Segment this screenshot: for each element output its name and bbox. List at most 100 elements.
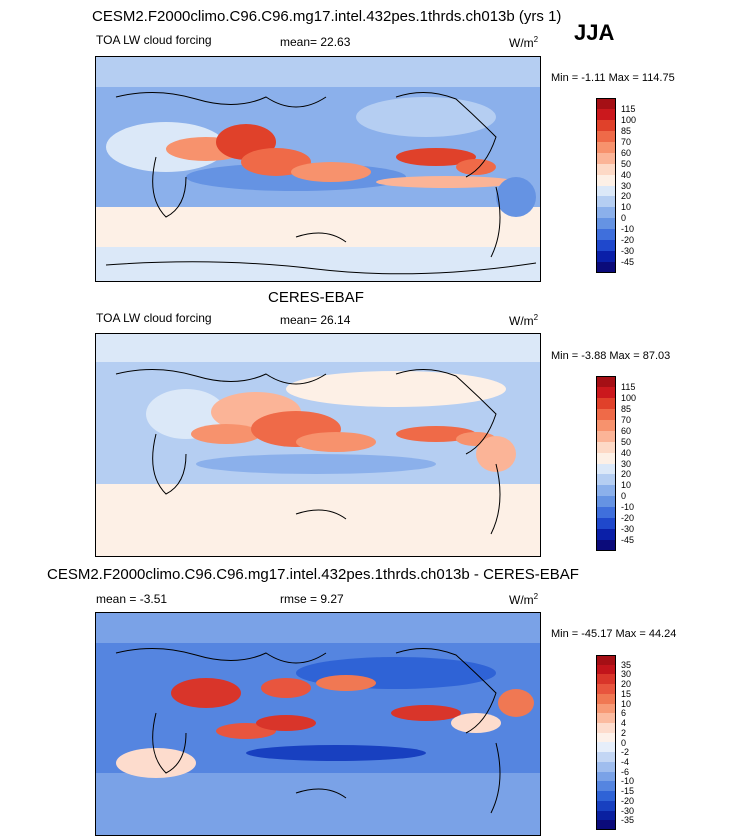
- colorbar-segment: [596, 387, 616, 398]
- panel3-minmax: Min = -45.17 Max = 44.24: [551, 628, 676, 640]
- colorbar-tick-label: 10: [621, 202, 631, 212]
- panel2-units-exp: 2: [534, 313, 538, 322]
- colorbar-tick-label: 40: [621, 448, 631, 458]
- colorbar-tick-label: -45: [621, 535, 634, 545]
- panel3-units-exp: 2: [534, 592, 538, 601]
- panel3-rmse-value: 9.27: [320, 592, 343, 606]
- colorbar-segment: [596, 684, 616, 694]
- panel2-title: CERES-EBAF: [268, 289, 364, 306]
- colorbar-segment: [596, 131, 616, 142]
- colorbar-tick-label: 30: [621, 669, 631, 679]
- colorbar-tick-label: -30: [621, 246, 634, 256]
- colorbar-segment: [596, 420, 616, 431]
- colorbar-tick-label: 60: [621, 148, 631, 158]
- panel2-mean-value: 26.14: [320, 313, 350, 327]
- colorbar-segment: [596, 142, 616, 153]
- colorbar-segment: [596, 723, 616, 733]
- colorbar-segment: [596, 781, 616, 791]
- panel1-mean-label: mean=: [280, 35, 317, 49]
- colorbar-tick-label: 20: [621, 469, 631, 479]
- panel2-colorbar: [596, 376, 616, 551]
- colorbar-segment: [596, 694, 616, 704]
- colorbar-segment: [596, 464, 616, 475]
- colorbar-segment: [596, 186, 616, 197]
- colorbar-segment: [596, 704, 616, 714]
- colorbar-segment: [596, 801, 616, 811]
- colorbar-tick-label: 30: [621, 181, 631, 191]
- colorbar-tick-label: 20: [621, 679, 631, 689]
- panel2-units-base: W/m: [509, 314, 534, 328]
- colorbar-segment: [596, 262, 616, 273]
- colorbar-segment: [596, 742, 616, 752]
- colorbar-segment: [596, 518, 616, 529]
- colorbar-segment: [596, 529, 616, 540]
- colorbar-segment: [596, 540, 616, 551]
- colorbar-tick-label: 10: [621, 699, 631, 709]
- panel2-minmax: Min = -3.88 Max = 87.03: [551, 350, 670, 362]
- panel3-units: W/m2: [509, 592, 538, 607]
- colorbar-tick-label: -15: [621, 786, 634, 796]
- colorbar-tick-label: 50: [621, 159, 631, 169]
- panel3-title: CESM2.F2000climo.C96.C96.mg17.intel.432p…: [47, 566, 579, 583]
- colorbar-tick-label: 70: [621, 415, 631, 425]
- colorbar-segment: [596, 376, 616, 387]
- panel1-mean-value: 22.63: [320, 35, 350, 49]
- colorbar-tick-label: 85: [621, 126, 631, 136]
- panel2-variable: TOA LW cloud forcing: [96, 311, 212, 325]
- colorbar-tick-label: -10: [621, 776, 634, 786]
- colorbar-segment: [596, 496, 616, 507]
- colorbar-tick-label: 85: [621, 404, 631, 414]
- colorbar-tick-label: -20: [621, 513, 634, 523]
- colorbar-segment: [596, 229, 616, 240]
- panel3-map-svg: [96, 613, 540, 835]
- colorbar-tick-label: -2: [621, 747, 629, 757]
- panel1-colorbar: [596, 98, 616, 273]
- colorbar-tick-label: -20: [621, 235, 634, 245]
- colorbar-tick-label: -10: [621, 502, 634, 512]
- colorbar-segment: [596, 218, 616, 229]
- colorbar-tick-label: 0: [621, 491, 626, 501]
- colorbar-segment: [596, 175, 616, 186]
- colorbar-tick-label: 70: [621, 137, 631, 147]
- panel1-minmax: Min = -1.11 Max = 114.75: [551, 72, 675, 84]
- colorbar-segment: [596, 120, 616, 131]
- colorbar-segment: [596, 474, 616, 485]
- colorbar-tick-label: -4: [621, 757, 629, 767]
- colorbar-tick-label: 6: [621, 708, 626, 718]
- colorbar-segment: [596, 752, 616, 762]
- colorbar-tick-label: -6: [621, 767, 629, 777]
- page-title: CESM2.F2000climo.C96.C96.mg17.intel.432p…: [92, 8, 561, 25]
- panel1-mean: mean= 22.63: [280, 35, 350, 49]
- panel3-mean: mean = -3.51: [96, 592, 167, 606]
- panel3-rmse-label: rmse =: [280, 592, 317, 606]
- panel3-map: [95, 612, 541, 836]
- panel1-map: [95, 56, 541, 282]
- colorbar-tick-label: 100: [621, 393, 636, 403]
- colorbar-segment: [596, 762, 616, 772]
- panel2-units: W/m2: [509, 313, 538, 328]
- colorbar-tick-label: 15: [621, 689, 631, 699]
- panel1-units-base: W/m: [509, 36, 534, 50]
- colorbar-segment: [596, 98, 616, 109]
- panel1-units: W/m2: [509, 35, 538, 50]
- panel3-rmse: rmse = 9.27: [280, 592, 344, 606]
- colorbar-tick-label: -20: [621, 796, 634, 806]
- colorbar-segment: [596, 733, 616, 743]
- panel1-variable: TOA LW cloud forcing: [96, 33, 212, 47]
- panel2-map-svg: [96, 334, 540, 556]
- colorbar-tick-label: -10: [621, 224, 634, 234]
- colorbar-tick-label: 0: [621, 213, 626, 223]
- panel1-map-svg: [96, 57, 540, 281]
- panel2-map: [95, 333, 541, 557]
- colorbar-segment: [596, 507, 616, 518]
- colorbar-segment: [596, 196, 616, 207]
- season-label: JJA: [574, 20, 614, 46]
- colorbar-tick-label: 2: [621, 728, 626, 738]
- colorbar-tick-label: 115: [621, 104, 635, 114]
- panel1-units-exp: 2: [534, 35, 538, 44]
- colorbar-tick-label: -30: [621, 806, 634, 816]
- colorbar-segment: [596, 109, 616, 120]
- colorbar-segment: [596, 820, 616, 830]
- colorbar-segment: [596, 153, 616, 164]
- colorbar-tick-label: 40: [621, 170, 631, 180]
